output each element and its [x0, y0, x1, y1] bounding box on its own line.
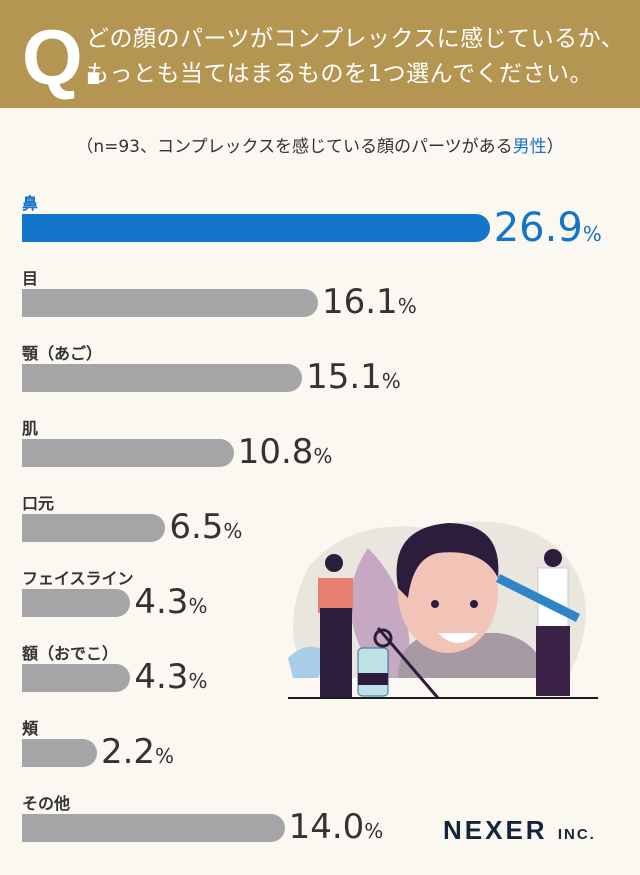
bar — [22, 439, 234, 467]
value-number: 14.0 — [288, 807, 365, 847]
value-unit: % — [155, 744, 175, 768]
value-unit: % — [397, 294, 417, 318]
question-line-2: もっとも当てはまるものを1つ選んでください。 — [86, 61, 594, 87]
value-label: 6.5% — [169, 510, 242, 548]
value-number: 16.1 — [321, 282, 398, 322]
value-label: 14.0% — [289, 810, 384, 848]
value-label: 4.3% — [134, 660, 207, 698]
value-number: 10.8 — [237, 432, 314, 472]
category-label: 口元 — [22, 494, 55, 513]
question-header: Q. どの顔のパーツがコンプレックスに感じているか、 もっとも当てはまるものを1… — [0, 0, 640, 108]
bar — [22, 289, 318, 317]
category-label: 頬 — [22, 719, 39, 738]
nexer-logo: NEXER INC. — [443, 815, 596, 846]
category-label: 肌 — [22, 419, 39, 438]
value-label: 15.1% — [306, 360, 401, 398]
category-label: 顎（あご） — [22, 344, 103, 363]
cosmetic-surgery-illustration — [288, 521, 598, 699]
sample-note: （n=93、コンプレックスを感じている顔のパーツがある男性） — [0, 132, 640, 157]
logo-name: NEXER — [443, 815, 548, 845]
category-label: 鼻 — [22, 194, 39, 213]
category-label: その他 — [22, 794, 71, 813]
bar — [22, 739, 97, 767]
category-label: フェイスライン — [22, 569, 134, 588]
value-number: 4.3 — [134, 657, 189, 697]
value-number: 4.3 — [134, 582, 189, 622]
value-number: 2.2 — [100, 732, 156, 772]
question-line-1: どの顔のパーツがコンプレックスに感じているか、 — [86, 26, 625, 52]
value-unit: % — [313, 444, 333, 468]
sample-note-suffix: ） — [546, 137, 564, 157]
category-label: 目 — [22, 269, 39, 288]
value-label: 4.3% — [134, 585, 207, 623]
question-text: どの顔のパーツがコンプレックスに感じているか、 もっとも当てはまるものを1つ選ん… — [86, 22, 624, 92]
category-label: 額（おでこ） — [22, 644, 119, 663]
value-unit: % — [582, 222, 602, 246]
bar — [22, 514, 166, 542]
sample-note-highlight: 男性 — [512, 137, 547, 157]
value-unit: % — [223, 519, 243, 543]
bar — [22, 364, 303, 392]
value-label: 26.9% — [494, 208, 602, 254]
value-label: 2.2% — [101, 735, 174, 773]
value-unit: % — [188, 669, 208, 693]
sample-note-prefix: （n=93、コンプレックスを感じている顔のパーツがある — [76, 137, 513, 157]
value-number: 6.5 — [169, 507, 224, 547]
bar — [22, 214, 490, 242]
bar — [22, 664, 131, 692]
bar — [22, 589, 131, 617]
q-mark: Q. — [22, 13, 105, 101]
value-number: 26.9 — [493, 205, 583, 251]
value-unit: % — [364, 819, 384, 843]
value-label: 16.1% — [322, 285, 417, 323]
value-label: 10.8% — [238, 435, 333, 473]
bar — [22, 814, 285, 842]
value-unit: % — [381, 369, 401, 393]
value-number: 15.1 — [306, 357, 382, 397]
value-unit: % — [188, 594, 208, 618]
logo-suffix: INC. — [557, 826, 596, 843]
